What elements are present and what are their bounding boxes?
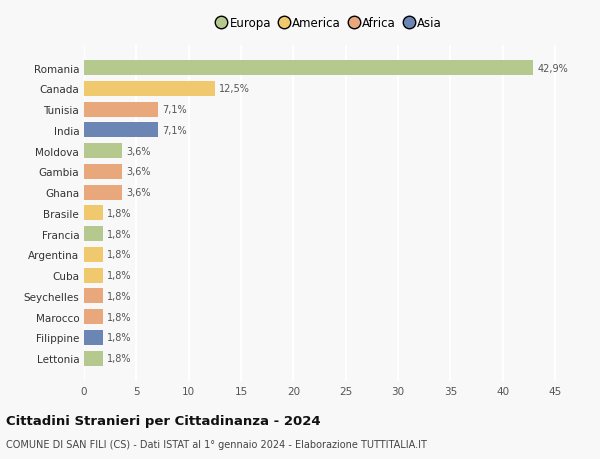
Bar [84, 247, 103, 262]
Text: 1,8%: 1,8% [107, 291, 131, 301]
Bar [84, 185, 122, 200]
Text: 1,8%: 1,8% [107, 208, 131, 218]
Bar [84, 289, 103, 304]
Text: 1,8%: 1,8% [107, 312, 131, 322]
Text: 42,9%: 42,9% [537, 64, 568, 73]
Bar [84, 227, 103, 241]
Text: 7,1%: 7,1% [163, 126, 187, 136]
Text: 1,8%: 1,8% [107, 270, 131, 280]
Bar [84, 61, 533, 76]
Text: 1,8%: 1,8% [107, 250, 131, 260]
Text: 3,6%: 3,6% [126, 146, 151, 157]
Bar [84, 165, 122, 179]
Bar [84, 351, 103, 366]
Text: 3,6%: 3,6% [126, 188, 151, 198]
Bar [84, 144, 122, 159]
Bar [84, 206, 103, 221]
Text: 3,6%: 3,6% [126, 167, 151, 177]
Text: 7,1%: 7,1% [163, 105, 187, 115]
Text: Cittadini Stranieri per Cittadinanza - 2024: Cittadini Stranieri per Cittadinanza - 2… [6, 414, 320, 428]
Text: 12,5%: 12,5% [219, 84, 250, 94]
Text: 1,8%: 1,8% [107, 229, 131, 239]
Bar [84, 309, 103, 325]
Text: 1,8%: 1,8% [107, 353, 131, 363]
Text: 1,8%: 1,8% [107, 333, 131, 342]
Bar [84, 82, 215, 97]
Bar [84, 123, 158, 138]
Bar [84, 330, 103, 345]
Bar [84, 268, 103, 283]
Legend: Europa, America, Africa, Asia: Europa, America, Africa, Asia [215, 15, 445, 33]
Bar [84, 102, 158, 118]
Text: COMUNE DI SAN FILI (CS) - Dati ISTAT al 1° gennaio 2024 - Elaborazione TUTTITALI: COMUNE DI SAN FILI (CS) - Dati ISTAT al … [6, 440, 427, 449]
